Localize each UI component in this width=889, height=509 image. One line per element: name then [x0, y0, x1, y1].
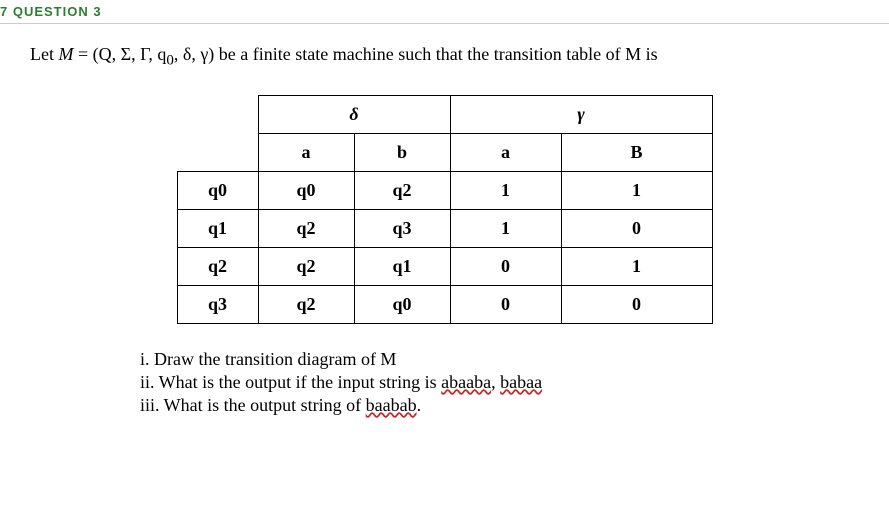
question-i: i. Draw the transition diagram of M — [140, 349, 859, 370]
gamma-a-cell: 0 — [450, 247, 561, 285]
header-row-1: δ γ — [177, 95, 712, 133]
delta-a-cell: q2 — [258, 247, 354, 285]
question-number: 7 QUESTION 3 — [0, 4, 102, 19]
q-iii-word: baabab — [366, 395, 417, 415]
q-ii-prefix: ii. What is the output if the input stri… — [140, 372, 441, 392]
gamma-a-cell: 1 — [450, 171, 561, 209]
col-delta-b: b — [354, 133, 450, 171]
gamma-b-cell: 1 — [561, 171, 712, 209]
q-ii-mid: , — [491, 372, 500, 392]
q-ii-word2: babaa — [500, 372, 542, 392]
delta-b-cell: q3 — [354, 209, 450, 247]
question-ii: ii. What is the output if the input stri… — [140, 372, 859, 393]
col-gamma-a: a — [450, 133, 561, 171]
table-row: q2 q2 q1 0 1 — [177, 247, 712, 285]
intro-m: M — [59, 44, 74, 64]
sub-questions: i. Draw the transition diagram of M ii. … — [30, 349, 859, 416]
question-header: 7 QUESTION 3 — [0, 0, 889, 24]
state-cell: q2 — [177, 247, 258, 285]
state-cell: q1 — [177, 209, 258, 247]
q-i-text: i. Draw the transition diagram of M — [140, 349, 396, 369]
delta-b-cell: q1 — [354, 247, 450, 285]
delta-b-cell: q2 — [354, 171, 450, 209]
gamma-b-cell: 0 — [561, 209, 712, 247]
state-cell: q0 — [177, 171, 258, 209]
header-row-2: a b a B — [177, 133, 712, 171]
gamma-a-cell: 1 — [450, 209, 561, 247]
col-delta-a: a — [258, 133, 354, 171]
gamma-b-cell: 1 — [561, 247, 712, 285]
delta-b-cell: q0 — [354, 285, 450, 323]
gamma-header: γ — [450, 95, 712, 133]
intro-prefix: Let — [30, 44, 59, 64]
delta-a-cell: q2 — [258, 285, 354, 323]
q-iii-prefix: iii. What is the output string of — [140, 395, 366, 415]
content-area: Let M = (Q, Σ, Γ, q0, δ, γ) be a finite … — [0, 24, 889, 438]
intro-eq: = (Q, Σ, Γ, q — [74, 44, 167, 64]
gamma-b-cell: 0 — [561, 285, 712, 323]
table-row: q0 q0 q2 1 1 — [177, 171, 712, 209]
question-iii: iii. What is the output string of baabab… — [140, 395, 859, 416]
gamma-a-cell: 0 — [450, 285, 561, 323]
q-ii-word1: abaaba — [441, 372, 491, 392]
delta-a-cell: q2 — [258, 209, 354, 247]
intro-sub0: 0 — [166, 53, 174, 69]
delta-a-cell: q0 — [258, 171, 354, 209]
table-container: δ γ a b a B q0 q0 q2 1 1 q1 q2 q3 1 0 — [30, 95, 859, 324]
state-cell: q3 — [177, 285, 258, 323]
transition-table: δ γ a b a B q0 q0 q2 1 1 q1 q2 q3 1 0 — [177, 95, 713, 324]
col-gamma-b: B — [561, 133, 712, 171]
table-row: q1 q2 q3 1 0 — [177, 209, 712, 247]
table-row: q3 q2 q0 0 0 — [177, 285, 712, 323]
intro-suffix: , δ, γ) be a finite state machine such t… — [174, 44, 658, 64]
q-iii-suffix: . — [417, 395, 422, 415]
problem-statement: Let M = (Q, Σ, Γ, q0, δ, γ) be a finite … — [30, 44, 859, 70]
delta-header: δ — [258, 95, 450, 133]
empty-corner — [177, 95, 258, 171]
